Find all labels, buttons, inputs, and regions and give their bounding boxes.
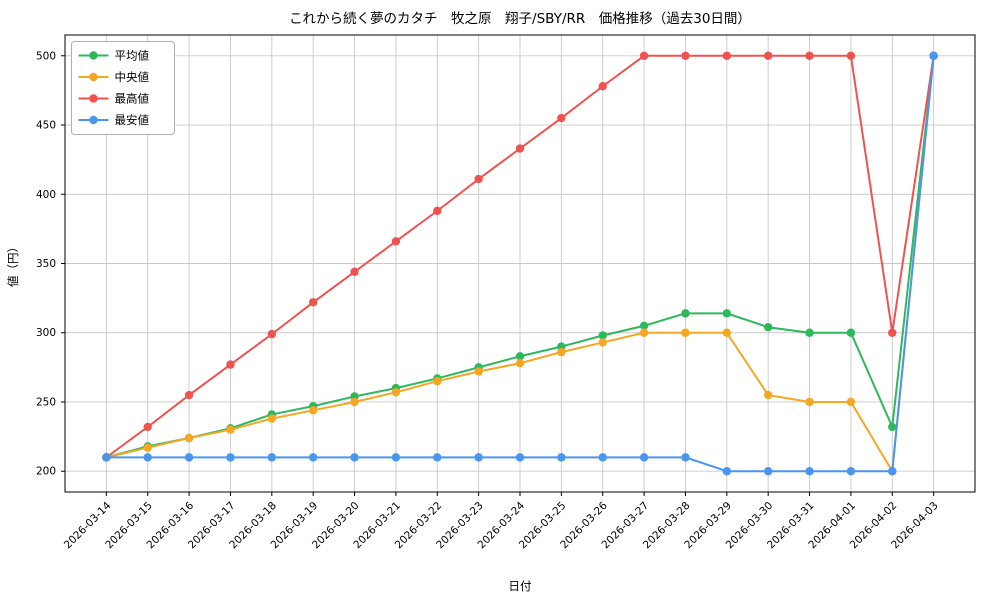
data-point — [846, 328, 856, 337]
data-point — [184, 390, 194, 400]
data-point — [722, 309, 732, 318]
y-tick-label: 350 — [36, 258, 56, 270]
data-point — [763, 323, 773, 332]
data-point — [888, 422, 897, 432]
data-point — [474, 453, 483, 462]
data-point — [557, 113, 566, 123]
data-point — [102, 453, 111, 462]
data-point — [639, 453, 649, 462]
data-point — [722, 328, 732, 337]
data-point — [805, 51, 814, 60]
y-tick-label: 450 — [36, 120, 56, 132]
legend-marker — [89, 94, 98, 103]
y-tick-label: 500 — [36, 50, 56, 62]
data-point — [557, 453, 566, 462]
legend-box — [71, 41, 175, 135]
data-point — [515, 144, 525, 153]
data-point — [846, 467, 856, 476]
data-point — [805, 397, 814, 407]
data-point — [805, 467, 814, 476]
data-point — [350, 397, 359, 407]
y-axis-label: 値（円） — [6, 241, 20, 287]
data-point — [846, 51, 856, 60]
legend-marker — [89, 115, 98, 125]
data-point — [308, 298, 318, 307]
legend-label: 中央値 — [115, 70, 150, 84]
data-point — [598, 82, 607, 91]
series-3 — [102, 51, 938, 476]
data-point — [226, 425, 235, 434]
data-point — [598, 338, 607, 347]
data-point — [888, 328, 897, 337]
legend-item-3: 最安値 — [78, 113, 150, 127]
data-point — [681, 453, 690, 462]
data-point — [515, 359, 525, 368]
series-2 — [102, 51, 938, 462]
data-point — [639, 328, 649, 337]
y-tick-label: 250 — [36, 396, 56, 408]
data-point — [226, 360, 235, 369]
data-point — [226, 453, 235, 462]
data-point — [391, 388, 401, 397]
data-point — [515, 352, 525, 361]
chart-title: これから続く夢のカタチ 牧之原 翔子/SBY/RR 価格推移（過去30日間） — [289, 11, 751, 27]
data-point — [722, 51, 732, 60]
data-point — [433, 206, 442, 216]
data-point — [639, 51, 649, 60]
legend-item-2: 最高値 — [78, 92, 150, 106]
data-point — [308, 453, 318, 462]
data-point — [391, 453, 401, 462]
data-point — [308, 406, 318, 415]
data-point — [474, 367, 483, 376]
data-point — [143, 443, 152, 452]
data-point — [391, 237, 401, 246]
data-point — [143, 422, 152, 432]
data-point — [639, 321, 649, 331]
data-point — [515, 453, 525, 462]
data-point — [763, 390, 773, 400]
data-point — [722, 467, 732, 476]
legend-label: 最安値 — [115, 113, 150, 127]
x-axis-label: 日付 — [509, 579, 532, 593]
legend-label: 平均値 — [115, 49, 150, 63]
data-point — [184, 433, 194, 443]
legend-label: 最高値 — [115, 92, 150, 106]
y-tick-label: 400 — [36, 189, 56, 201]
data-point — [681, 328, 690, 337]
data-point — [350, 267, 359, 277]
data-point — [681, 309, 690, 318]
data-point — [267, 453, 277, 462]
data-point — [888, 467, 897, 476]
legend-marker — [89, 51, 98, 60]
legend-marker — [89, 72, 98, 82]
series-1 — [102, 51, 938, 476]
grid-lines — [65, 35, 975, 492]
data-point — [598, 453, 607, 462]
data-point — [267, 329, 277, 339]
data-point — [433, 377, 442, 386]
data-point — [143, 453, 152, 462]
data-point — [681, 51, 690, 60]
data-point — [763, 51, 773, 60]
y-tick-label: 200 — [36, 466, 56, 478]
data-point — [267, 414, 277, 423]
data-point — [598, 331, 607, 340]
data-point — [433, 453, 442, 462]
legend-item-0: 平均値 — [78, 49, 150, 63]
data-point — [184, 453, 194, 462]
data-point — [763, 467, 773, 476]
data-point — [557, 347, 566, 357]
y-tick-label: 300 — [36, 327, 56, 339]
data-point — [846, 397, 856, 407]
data-point — [474, 174, 483, 184]
data-point — [929, 51, 938, 60]
legend-item-1: 中央値 — [78, 70, 150, 84]
data-point — [350, 453, 359, 462]
data-point — [805, 328, 814, 337]
data-series — [102, 51, 938, 476]
